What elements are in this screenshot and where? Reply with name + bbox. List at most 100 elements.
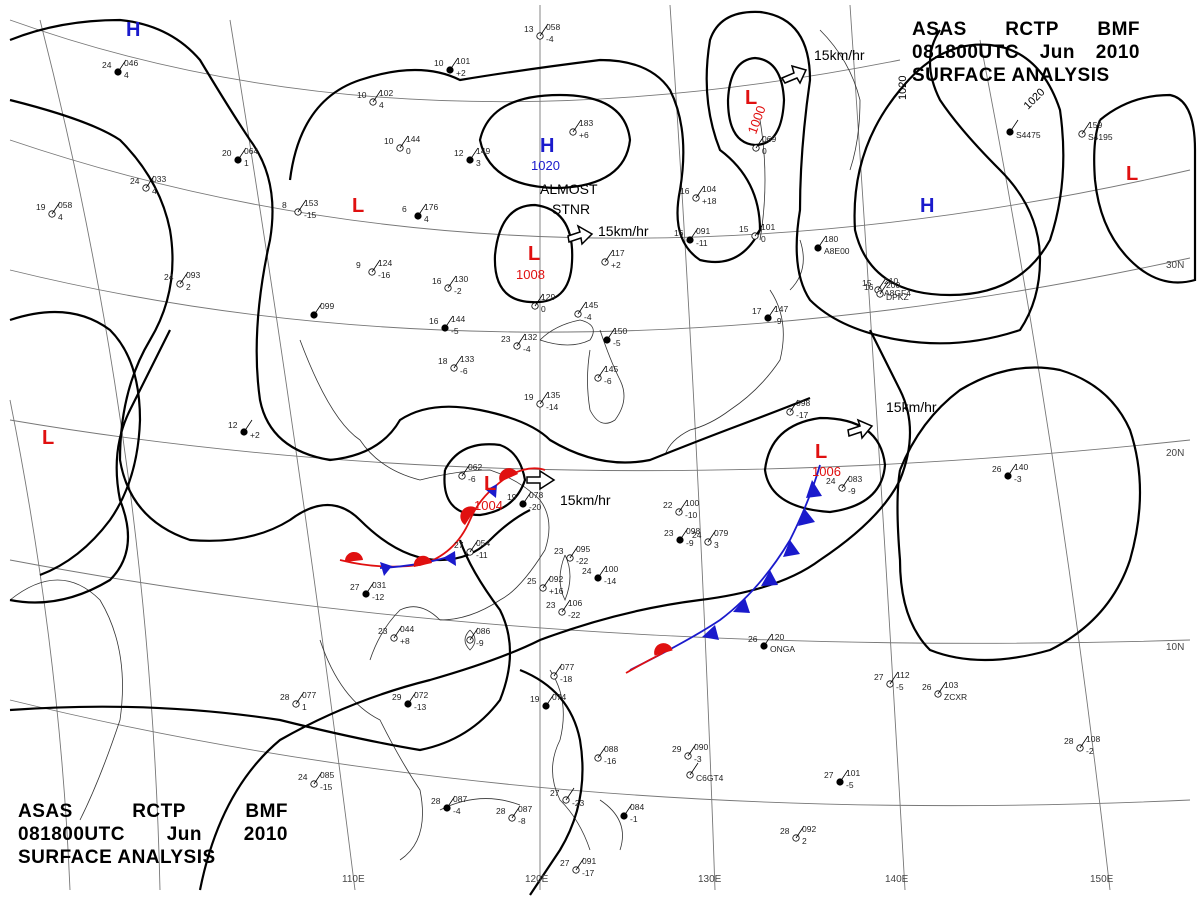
station-pressure: 159 [1088,120,1102,130]
station-tendency: C6GT4 [696,773,724,783]
station-plot: 183+6 [569,118,593,140]
station-plot: 27 112 -5 [874,670,910,692]
station-plot: 24 083 -9 [826,474,862,496]
station-temperature: 20 [222,148,232,158]
wind-barb [417,203,427,217]
wind-barb [297,199,307,213]
station-pressure: 077 [560,662,574,672]
station-temperature: 16 [674,228,684,238]
wind-barb [575,857,585,871]
wind-barb [365,581,375,595]
low-center-symbol: L [528,243,540,265]
station-tendency: +2 [611,260,621,270]
high-center-symbol: H [920,195,934,217]
station-temperature: 23 [554,546,564,556]
coast-hokkaido [789,239,804,291]
cold-front-tooth [783,540,800,557]
coast-bohai [539,319,594,346]
station-temperature: 15 [862,278,872,288]
station-pressure: 176 [424,202,438,212]
wind-barb [447,275,457,289]
meridian-100e [39,19,161,891]
motion-arrow-l1000 [780,64,808,85]
station-tendency: -14 [546,402,559,412]
station-pressure: 064 [244,146,258,156]
station-temperature: 16 [432,276,442,286]
station-temperature: 23 [546,600,556,610]
title-agency: ASAS [18,801,73,822]
wind-barb [117,59,127,73]
title-row-1: ASAS RCTP BMF [912,18,1140,41]
title-row-2: 081800UTC Jun 2010 [912,41,1140,64]
isobar-tropical-sw [9,539,512,752]
station-pressure: 100 [685,498,699,508]
station-tendency: -4 [523,344,531,354]
station-pressure: 079 [714,528,728,538]
station-pressure: 101 [846,768,860,778]
station-plot: 25 092 +16 [527,574,564,596]
meridians [9,4,1111,891]
station-pressure: 095 [576,544,590,554]
station-tendency: -9 [774,316,782,326]
station-temperature: 29 [672,744,682,754]
station-temperature: 24 [130,176,140,186]
coast-kamchatka [819,29,861,171]
station-tendency: -18 [560,674,573,684]
wind-barb [1009,119,1019,133]
motion-arrows [526,64,874,491]
station-plot: 086-9 [466,626,490,648]
parallel-0 [9,699,1191,807]
title-datetime: 081800UTC [912,42,1019,63]
station-pressure: 033 [152,174,166,184]
low-center-symbol: L [42,427,54,449]
station-tendency: 2 [186,282,191,292]
station-tendency: -13 [414,702,427,712]
station-pressure: 200 [886,280,900,290]
station-temperature: 24 [692,530,702,540]
isobar-southeast [198,329,912,891]
wind-barb [1081,121,1091,135]
annotation-line: ALMOST [540,181,598,197]
station-tendency: -3 [694,754,702,764]
station-pressure: 078 [529,490,543,500]
latitude-label: 10N [1166,642,1184,653]
coast-india [9,579,123,821]
station-tendency: -23 [572,798,585,808]
station-temperature: 26 [922,682,932,692]
isobar-low-1008 [493,203,574,304]
station-plot: 145-4 [574,300,598,322]
station-plot: 6 176 4 [402,202,438,224]
wind-barb [841,475,851,489]
wind-barb [453,355,463,369]
isobar-label: 1020 [897,76,909,100]
station-pressure: 069 [762,134,776,144]
motion-arrow-l1008 [567,224,594,246]
title-station: RCTP [132,801,186,822]
station-temperature: 24 [826,476,836,486]
wind-barb [545,693,555,707]
wind-barb [313,302,323,316]
station-tendency: 4 [424,214,429,224]
station-plot: 159 S4195 [1078,120,1113,142]
station-plot: 29 072 -13 [392,690,428,712]
station-pressure: 129 [541,292,555,302]
wind-barb [1007,463,1017,477]
station-pressure: 058 [546,22,560,32]
station-pressure: 124 [378,258,392,268]
cold-front-tooth [806,480,822,498]
coast-mindanao [599,799,623,851]
station-tendency: A8GF4 [884,288,911,298]
station-temperature: 17 [752,306,762,316]
isobar-low-1004 [443,443,527,517]
station-tendency: -11 [476,550,488,560]
station-temperature: 13 [524,24,534,34]
station-temperature: 6 [402,204,407,214]
station-tendency: -20 [529,502,542,512]
station-plot: 117+2 [601,248,625,270]
station-circle [675,508,683,516]
station-tendency: -4 [453,806,461,816]
station-tendency: -17 [582,868,595,878]
station-temperature: 12 [228,420,238,430]
